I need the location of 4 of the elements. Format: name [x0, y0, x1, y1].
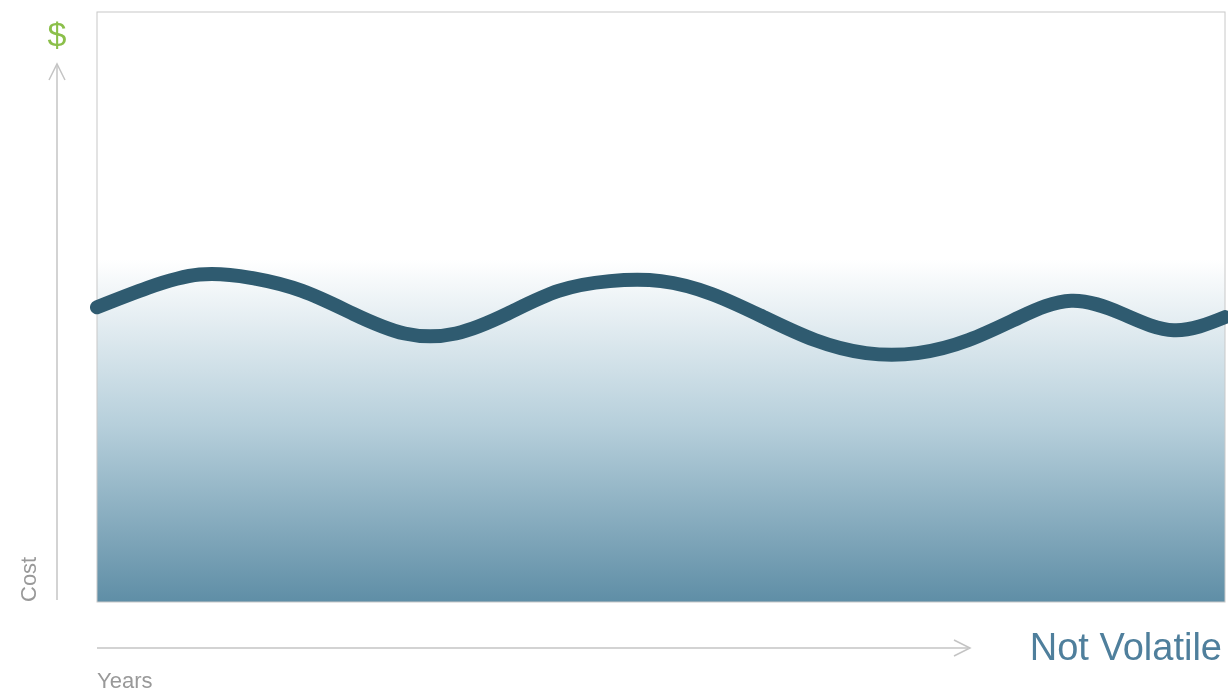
x-axis-title: Years [97, 668, 153, 693]
text: Not Volatile [1029, 626, 1222, 668]
text: $ [47, 15, 67, 53]
y-axis-title: Cost [16, 556, 41, 602]
